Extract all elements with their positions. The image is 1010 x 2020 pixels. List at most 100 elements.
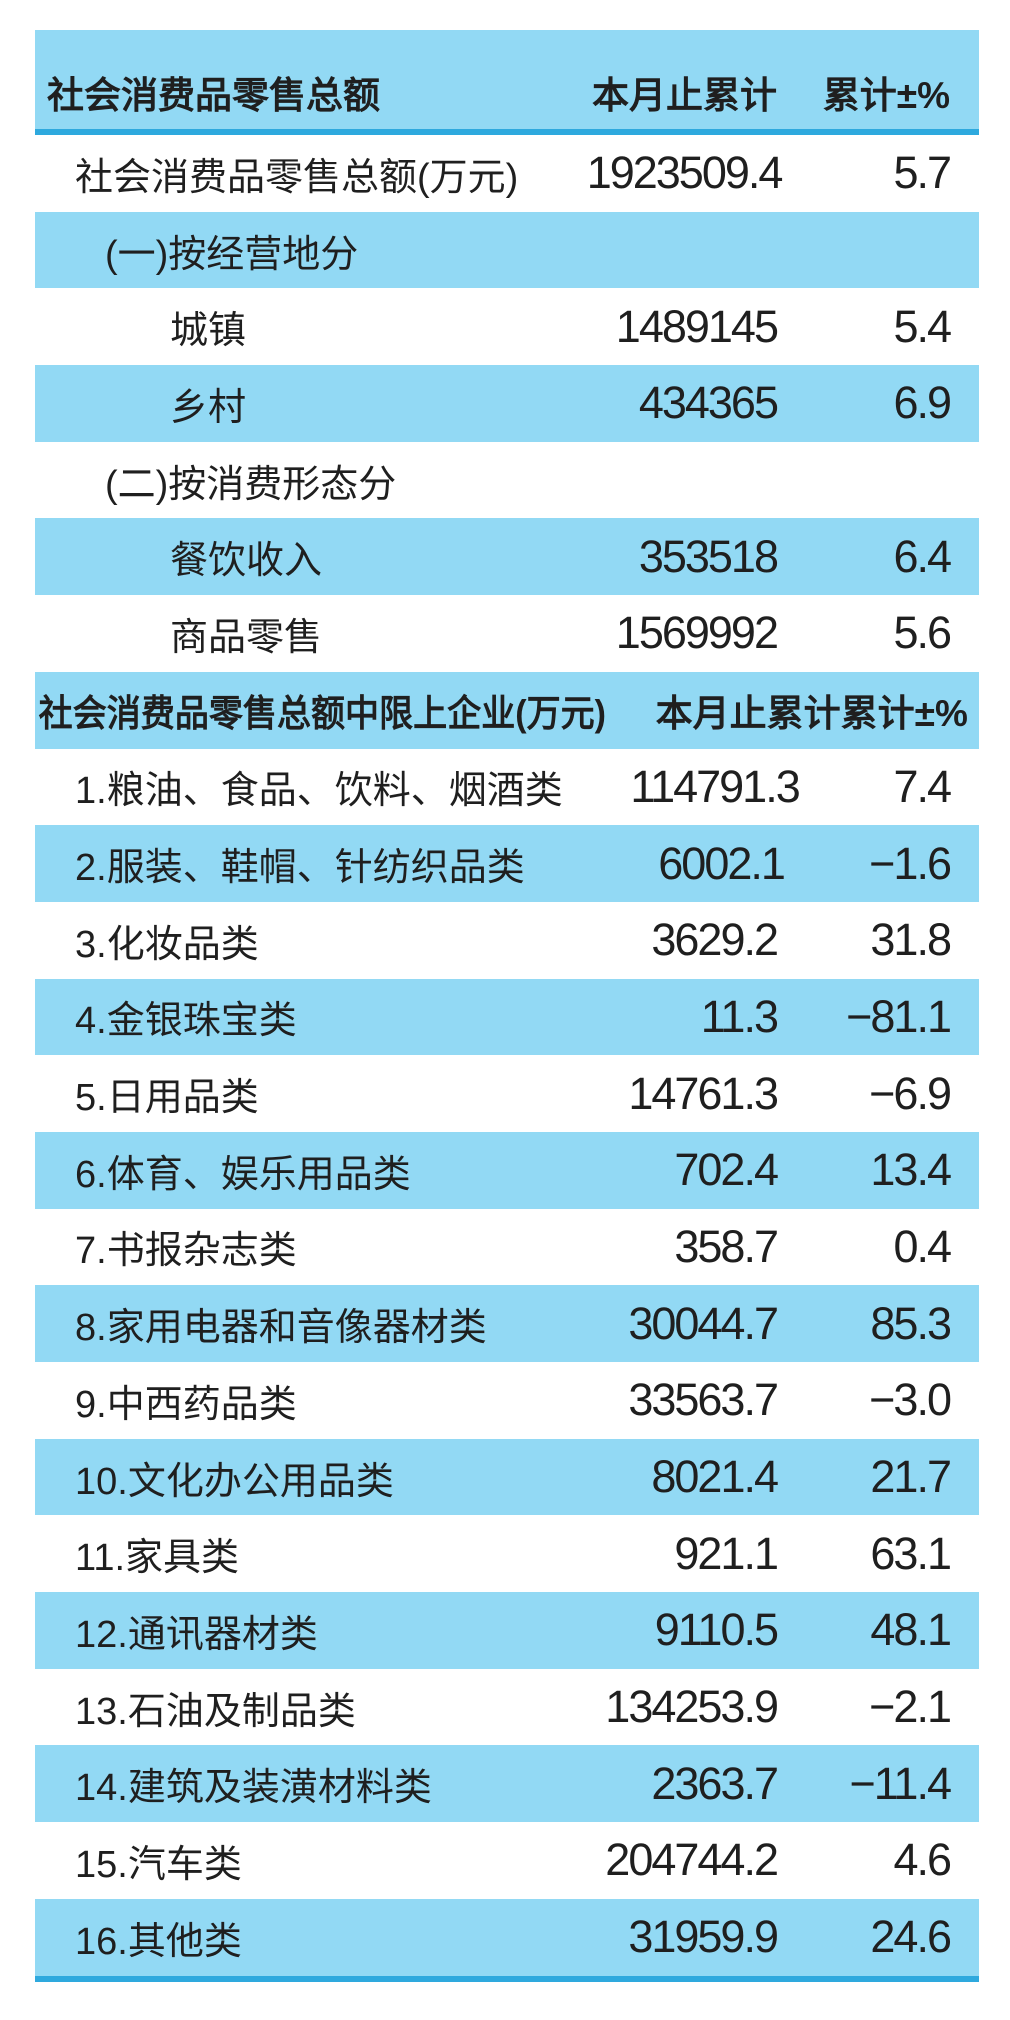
- row-label: 8.家用电器和音像器材类: [75, 1307, 487, 1350]
- row-label: 15.汽车类: [75, 1843, 242, 1886]
- row-label: 9.中西药品类: [75, 1383, 297, 1426]
- row-label: 6.体育、娱乐用品类: [75, 1153, 411, 1196]
- row-cumulative-value: 2363.7: [651, 1757, 779, 1809]
- row-label: 5.日用品类: [75, 1077, 259, 1120]
- row-label: 4.金银珠宝类: [75, 1000, 297, 1043]
- row-cumulative-value: 31959.9: [628, 1911, 779, 1963]
- table-row: 商品零售 1569992 5.6: [35, 595, 979, 672]
- table-row: 4.金银珠宝类 11.3 −81.1: [35, 978, 979, 1056]
- row-label: 14.建筑及装潢材料类: [75, 1767, 432, 1810]
- row-label: 12.通讯器材类: [75, 1613, 318, 1656]
- row-cumulative-value: 1489145: [615, 300, 779, 352]
- row-cumulative-value: 702.4: [674, 1144, 779, 1196]
- row-pct-value: 21.7: [870, 1451, 952, 1503]
- row-label: (二)按消费形态分: [105, 463, 397, 506]
- row-pct-value: 6.9: [893, 377, 952, 429]
- row-pct-value: −81.1: [846, 990, 952, 1042]
- row-label: 13.石油及制品类: [75, 1690, 356, 1733]
- row-pct-value: 4.6: [893, 1834, 952, 1886]
- table-row: 14.建筑及装潢材料类 2363.7 −11.4: [35, 1745, 979, 1823]
- section1-header-row: 社会消费品零售总额 本月止累计 累计±%: [35, 30, 979, 129]
- table-row: 10.文化办公用品类 8021.4 21.7: [35, 1438, 979, 1516]
- table-row: 16.其他类 31959.9 24.6: [35, 1898, 979, 1976]
- table-row: 2.服装、鞋帽、针纺织品类 6002.1 −1.6: [35, 825, 979, 902]
- section2-col-header-cumulative: 本月止累计: [655, 693, 841, 735]
- table-row: 9.中西药品类 33563.7 −3.0: [35, 1362, 979, 1439]
- row-pct-value: −3.0: [869, 1374, 952, 1426]
- row-pct-value: −2.1: [869, 1681, 952, 1733]
- table-row: 7.书报杂志类 358.7 0.4: [35, 1208, 979, 1286]
- row-label: 商品零售: [170, 616, 323, 659]
- table-row: 12.通讯器材类 9110.5 48.1: [35, 1592, 979, 1669]
- table-row: (一)按经营地分: [35, 211, 979, 289]
- row-cumulative-value: 8021.4: [651, 1451, 779, 1503]
- table-row: 餐饮收入 353518 6.4: [35, 518, 979, 596]
- row-label: 1.粮油、食品、饮料、烟酒类: [75, 770, 563, 813]
- section2-header-row: 社会消费品零售总额中限上企业(万元) 本月止累计 累计±%: [35, 671, 979, 749]
- row-label: 城镇: [170, 310, 247, 353]
- row-label: 餐饮收入: [170, 540, 323, 583]
- row-cumulative-value: 353518: [638, 530, 779, 582]
- row-pct-value: 24.6: [870, 1911, 952, 1963]
- section1-col-header-pct: 累计±%: [822, 75, 950, 116]
- row-cumulative-value: 30044.7: [628, 1297, 779, 1349]
- row-label: (一)按经营地分: [105, 233, 359, 276]
- table-row: 社会消费品零售总额(万元) 1923509.4 5.7: [35, 135, 979, 212]
- table-row: 6.体育、娱乐用品类 702.4 13.4: [35, 1131, 979, 1209]
- row-cumulative-value: 921.1: [674, 1527, 779, 1579]
- row-pct-value: 13.4: [870, 1144, 952, 1196]
- row-pct-value: 6.4: [893, 530, 952, 582]
- table-row: 13.石油及制品类 134253.9 −2.1: [35, 1668, 979, 1746]
- row-pct-value: 48.1: [870, 1604, 952, 1656]
- row-pct-value: 5.6: [893, 607, 952, 659]
- row-label: 2.服装、鞋帽、针纺织品类: [75, 847, 525, 890]
- row-label: 11.家具类: [75, 1537, 240, 1580]
- row-cumulative-value: 1923509.4: [586, 147, 784, 199]
- row-cumulative-value: 3629.2: [651, 914, 779, 966]
- row-pct-value: 31.8: [870, 914, 952, 966]
- table-row: 8.家用电器和音像器材类 30044.7 85.3: [35, 1285, 979, 1362]
- row-cumulative-value: 114791.3: [630, 760, 800, 812]
- section2-col-header-pct: 累计±%: [840, 693, 968, 735]
- table-row: 1.粮油、食品、饮料、烟酒类 114791.3 7.4: [35, 748, 979, 826]
- bottom-divider-rule: [35, 1975, 979, 1982]
- table-row: 城镇 1489145 5.4: [35, 288, 979, 366]
- row-cumulative-value: 204744.2: [605, 1834, 779, 1886]
- section1-title: 社会消费品零售总额: [47, 75, 380, 116]
- row-label: 乡村: [170, 386, 247, 429]
- row-label: 社会消费品零售总额(万元): [75, 156, 519, 199]
- row-cumulative-value: 1569992: [615, 607, 779, 659]
- row-label: 10.文化办公用品类: [75, 1460, 394, 1503]
- row-label: 3.化妆品类: [75, 923, 259, 966]
- row-label: 16.其他类: [75, 1920, 242, 1963]
- row-pct-value: −11.4: [849, 1757, 952, 1809]
- section2-rows: 1.粮油、食品、饮料、烟酒类 114791.3 7.4 2.服装、鞋帽、针纺织品类 60…: [35, 748, 979, 1976]
- row-pct-value: −6.9: [869, 1067, 952, 1119]
- row-pct-value: 85.3: [870, 1297, 952, 1349]
- section1-col-header-cumulative: 本月止累计: [592, 75, 777, 116]
- row-cumulative-value: 134253.9: [605, 1681, 779, 1733]
- row-cumulative-value: 33563.7: [628, 1374, 779, 1426]
- row-cumulative-value: 14761.3: [628, 1067, 779, 1119]
- table-row: (二)按消费形态分: [35, 441, 979, 519]
- row-cumulative-value: 434365: [638, 377, 779, 429]
- row-cumulative-value: 11.3: [700, 990, 779, 1042]
- section1-rows: 社会消费品零售总额(万元) 1923509.4 5.7 (一)按经营地分城镇 14891…: [35, 135, 979, 672]
- table-row: 5.日用品类 14761.3 −6.9: [35, 1055, 979, 1132]
- row-pct-value: 0.4: [893, 1220, 952, 1272]
- table-row: 3.化妆品类 3629.2 31.8: [35, 901, 979, 979]
- row-pct-value: 7.4: [893, 760, 952, 812]
- table-row: 15.汽车类 204744.2 4.6: [35, 1822, 979, 1899]
- row-cumulative-value: 9110.5: [654, 1604, 779, 1656]
- row-pct-value: 5.4: [893, 300, 952, 352]
- section2-title: 社会消费品零售总额中限上企业(万元): [38, 693, 607, 735]
- table-row: 乡村 434365 6.9: [35, 365, 979, 442]
- row-cumulative-value: 6002.1: [658, 837, 786, 889]
- row-label: 7.书报杂志类: [75, 1230, 297, 1273]
- table-row: 11.家具类 921.1 63.1: [35, 1515, 979, 1593]
- row-cumulative-value: 358.7: [674, 1220, 779, 1272]
- retail-sales-table: 社会消费品零售总额 本月止累计 累计±% 社会消费品零售总额(万元) 192350…: [35, 30, 979, 1982]
- header-divider-rule: [35, 129, 979, 135]
- row-pct-value: 5.7: [893, 147, 952, 199]
- row-pct-value: 63.1: [870, 1527, 952, 1579]
